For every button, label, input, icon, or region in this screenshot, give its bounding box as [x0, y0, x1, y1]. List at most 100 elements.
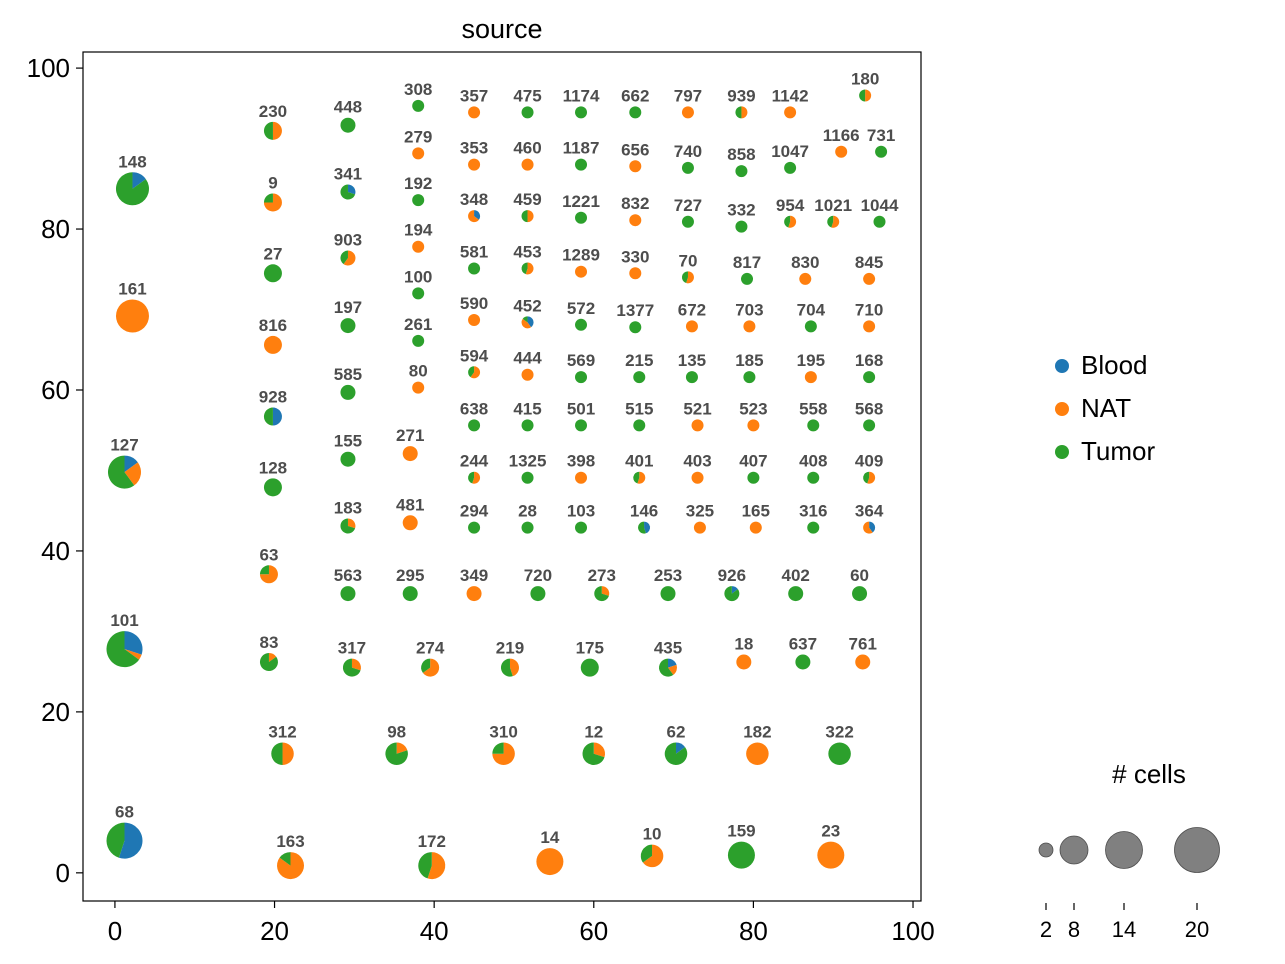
pie-marker: [659, 658, 678, 677]
pie-marker: [412, 287, 425, 300]
pie-slice: [735, 220, 748, 233]
pie-slice: [575, 318, 588, 331]
pie-slice: [691, 471, 704, 484]
pie-marker: [664, 742, 688, 765]
point-label: 9: [268, 173, 277, 192]
x-tick-label: 60: [579, 916, 608, 946]
pie-slice: [863, 320, 876, 333]
chart-title: source: [461, 14, 542, 44]
pie-slice: [263, 407, 273, 426]
pie-marker: [736, 654, 752, 670]
pie-slice: [474, 210, 481, 220]
size-legend-circle: [1105, 831, 1143, 869]
pie-slice: [500, 658, 513, 677]
pie-slice: [536, 848, 564, 876]
pie-marker: [340, 384, 356, 400]
pie-marker: [875, 145, 888, 158]
pie-marker: [340, 451, 356, 467]
pie-slice: [637, 471, 646, 484]
point-label: 27: [263, 244, 282, 263]
pie-slice: [601, 586, 610, 596]
pie-marker: [804, 371, 817, 384]
pie-slice: [412, 99, 425, 112]
pie-marker: [521, 262, 534, 275]
pie-marker: [521, 316, 534, 329]
point-label: 165: [742, 502, 770, 521]
size-legend: # cells 2 8 14 20: [1038, 759, 1220, 942]
pie-slice: [106, 631, 140, 668]
pie-marker: [115, 172, 149, 206]
legend-label: Tumor: [1081, 436, 1155, 466]
pie-slice: [343, 250, 356, 266]
pie-slice: [575, 371, 588, 384]
legend-marker: [1055, 445, 1069, 459]
point-label: 98: [387, 722, 406, 741]
pie-slice: [693, 521, 706, 534]
pie-slice: [340, 117, 356, 133]
pie-slice: [521, 318, 532, 329]
point-label: 515: [625, 399, 653, 418]
pie-slice: [807, 471, 820, 484]
pie-slice: [731, 586, 738, 594]
pie-marker: [468, 419, 481, 432]
point-label: 523: [739, 399, 767, 418]
pie-slice: [412, 147, 425, 160]
pie-marker: [468, 210, 481, 223]
pie-slice: [521, 368, 534, 381]
pie-marker: [402, 446, 418, 462]
point-label: 295: [396, 566, 424, 585]
pie-marker: [271, 742, 294, 765]
pie-slice: [412, 287, 425, 300]
pie-marker: [629, 267, 642, 280]
y-tick-label: 60: [41, 375, 70, 405]
pie-slice: [727, 841, 755, 869]
point-label: 1289: [562, 246, 600, 265]
pie-slice: [124, 455, 138, 473]
point-label: 332: [727, 201, 755, 220]
pie-marker: [580, 658, 599, 677]
pie-slice: [629, 321, 642, 334]
point-label: 444: [513, 349, 542, 368]
pie-marker: [108, 455, 142, 489]
pie-marker: [863, 471, 876, 484]
pie-marker: [799, 272, 812, 285]
pie-slice: [799, 272, 812, 285]
pie-marker: [638, 521, 651, 534]
point-label: 325: [686, 502, 714, 521]
point-label: 312: [268, 722, 296, 741]
point-label: 452: [513, 296, 541, 315]
pie-slice: [784, 161, 797, 174]
pie-slice: [527, 316, 534, 328]
pie-slice: [108, 455, 135, 489]
pie-slice: [340, 318, 356, 334]
pie-slice: [263, 478, 282, 497]
pie-marker: [855, 654, 871, 670]
pie-slice: [807, 521, 820, 534]
pie-marker: [263, 335, 282, 354]
x-tick-label: 100: [891, 916, 934, 946]
pie-slice: [466, 586, 482, 602]
x-tick-label: 20: [260, 916, 289, 946]
pie-slice: [132, 172, 146, 189]
point-label: 569: [567, 351, 595, 370]
point-label: 279: [404, 127, 432, 146]
point-label: 407: [739, 452, 767, 471]
point-label: 244: [460, 452, 489, 471]
pie-slice: [347, 184, 356, 195]
point-label: 710: [855, 300, 883, 319]
axes-frame: [82, 51, 922, 902]
pie-slice: [668, 658, 677, 668]
pie-marker: [691, 471, 704, 484]
pie-slice: [340, 451, 356, 467]
legend-label: Blood: [1081, 350, 1148, 380]
pie-slice: [575, 471, 588, 484]
pie-marker: [263, 121, 282, 140]
y-tick-label: 0: [56, 858, 70, 888]
pie-marker: [724, 586, 740, 602]
pie-marker: [873, 215, 886, 228]
point-label: 103: [567, 502, 595, 521]
pie-marker: [421, 658, 440, 677]
point-label: 172: [418, 832, 446, 851]
point-label: 274: [416, 639, 445, 658]
pie-slice: [468, 210, 479, 223]
